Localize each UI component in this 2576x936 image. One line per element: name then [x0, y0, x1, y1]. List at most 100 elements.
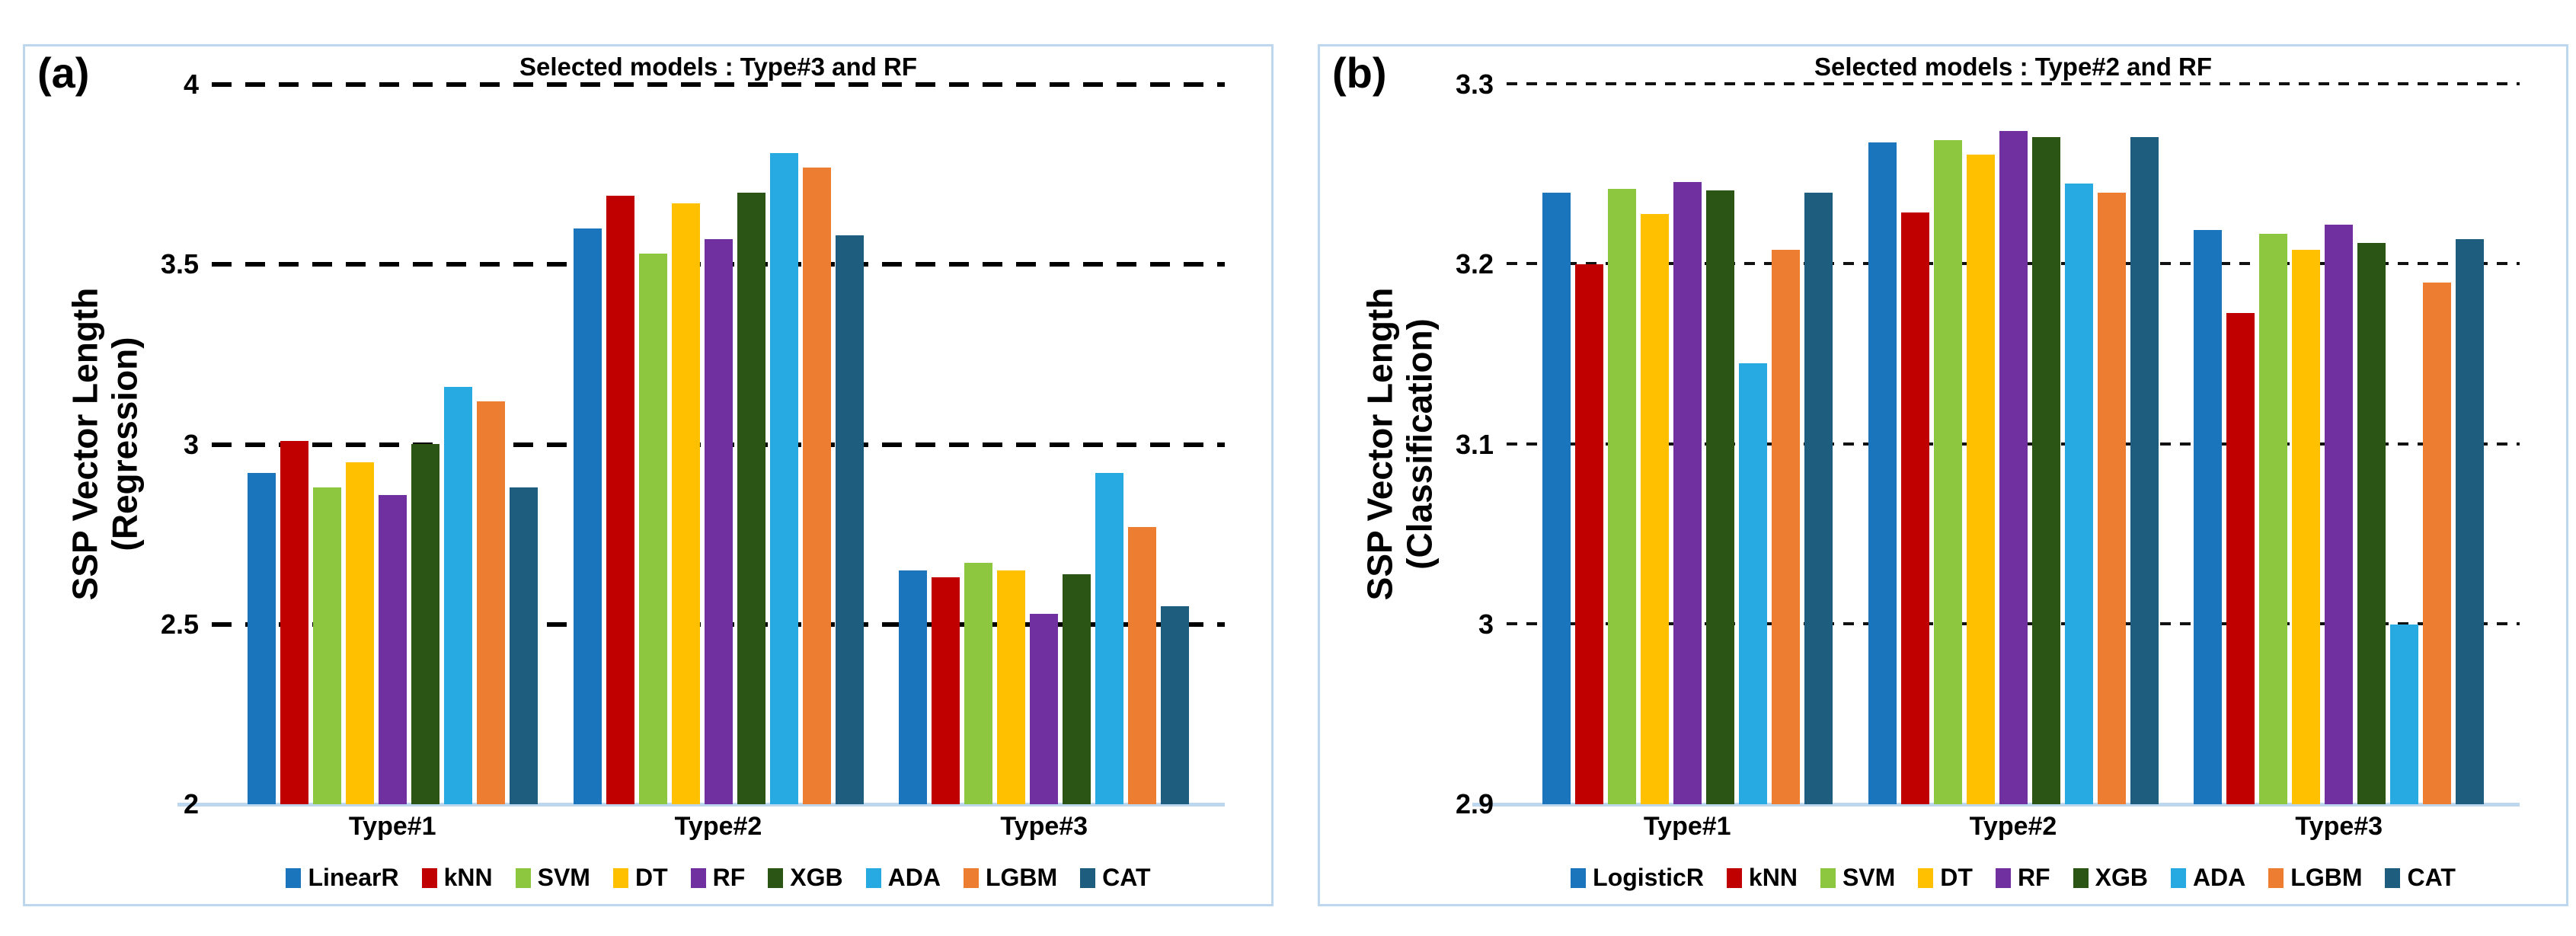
x-axis-line: [177, 803, 1225, 807]
legend-swatch-kNN: [421, 867, 437, 888]
bar-kNN-Type#2: [1900, 212, 1929, 804]
legend-item-kNN: kNN: [1726, 864, 1798, 892]
legend-label-CAT: CAT: [1102, 864, 1151, 891]
y-tick-label-3.3: 3.3: [1455, 69, 1494, 100]
y-tick-label-3: 3: [183, 428, 199, 460]
bar-RF-Type#3: [1030, 614, 1059, 804]
bar-CAT-Type#3: [2456, 239, 2485, 804]
bar-kNN-Type#2: [606, 196, 634, 804]
bar-SVM-Type#3: [964, 563, 993, 804]
bar-LogisticR-Type#1: [1542, 193, 1571, 804]
legend-swatch-SVM: [1820, 867, 1836, 888]
legend-label-kNN: kNN: [1748, 864, 1798, 891]
bar-kNN-Type#3: [932, 577, 960, 804]
legend-label-LinearR: LinearR: [308, 864, 399, 891]
y-tick-label-3.5: 3.5: [160, 248, 199, 280]
legend-swatch-DT: [612, 867, 628, 888]
legend-label-DT: DT: [634, 864, 668, 891]
chart-panel-classification: (b) Selected models : Type#2 and RF SSP …: [1318, 44, 2568, 906]
legend-swatch-ADA: [865, 867, 881, 888]
legend-label-XGB: XGB: [2095, 864, 2148, 891]
legend-swatch-CAT: [1080, 867, 1096, 888]
legend-swatch-LinearR: [286, 867, 302, 888]
legend-label-kNN: kNN: [443, 864, 493, 891]
bar-LGBM-Type#1: [1771, 250, 1800, 804]
legend-item-LGBM: LGBM: [2268, 864, 2362, 892]
legend-label-LGBM: LGBM: [985, 864, 1058, 891]
legend-item-ADA: ADA: [2170, 864, 2246, 892]
gridline-4: [212, 82, 1225, 87]
legend-label-LGBM: LGBM: [2290, 864, 2363, 891]
bar-LGBM-Type#3: [1128, 527, 1157, 804]
bar-LogisticR-Type#3: [2194, 230, 2223, 804]
bar-group-Type#3: [2194, 85, 2485, 804]
legend-item-ADA: ADA: [865, 864, 941, 892]
x-axis-category-labels: Type#1 Type#2 Type#3: [1507, 812, 2520, 842]
bar-DT-Type#1: [1640, 214, 1669, 804]
bars-layer: [212, 85, 1225, 804]
y-tick-label-3: 3: [1478, 608, 1494, 640]
legend-swatch-ADA: [2170, 867, 2186, 888]
bar-LinearR-Type#2: [573, 228, 602, 804]
bar-ADA-Type#2: [769, 153, 798, 804]
bar-XGB-Type#2: [2031, 137, 2060, 804]
y-tick-label-2: 2: [183, 788, 199, 819]
legend-item-CAT: CAT: [2385, 864, 2456, 892]
legend-item-RF: RF: [1995, 864, 2050, 892]
legend-swatch-RF: [1995, 867, 2011, 888]
bar-LinearR-Type#3: [899, 570, 928, 804]
x-category-label-Type#1: Type#1: [1643, 812, 1731, 841]
legend-label-SVM: SVM: [537, 864, 590, 891]
legend-regression: LinearR kNN SVM DT RF XGB ADA LGBM CAT: [212, 864, 1225, 892]
legend-label-RF: RF: [2017, 864, 2050, 891]
bar-RF-Type#1: [1673, 182, 1702, 804]
legend-item-DT: DT: [612, 864, 668, 892]
bar-DT-Type#2: [671, 203, 700, 804]
legend-label-LogisticR: LogisticR: [1593, 864, 1704, 891]
plot-area-regression: [177, 82, 1225, 807]
bar-LinearR-Type#1: [247, 473, 276, 804]
bar-CAT-Type#3: [1161, 606, 1190, 804]
legend-item-XGB: XGB: [768, 864, 843, 892]
bar-SVM-Type#2: [1933, 140, 1962, 804]
legend-label-RF: RF: [712, 864, 746, 891]
bar-DT-Type#3: [997, 570, 1026, 804]
y-tick-label-3.1: 3.1: [1455, 428, 1494, 460]
legend-item-SVM: SVM: [515, 864, 590, 892]
x-axis-category-labels: Type#1 Type#2 Type#3: [212, 812, 1225, 842]
y-tick-label-2.9: 2.9: [1455, 788, 1494, 819]
legend-swatch-DT: [1918, 867, 1934, 888]
x-category-label-Type#2: Type#2: [1969, 812, 2057, 841]
x-category-label-Type#1: Type#1: [348, 812, 436, 841]
legend-classification: LogisticR kNN SVM DT RF XGB ADA LGBM CAT: [1507, 864, 2520, 892]
bars-layer: [1507, 85, 2520, 804]
bar-LGBM-Type#3: [2423, 283, 2452, 804]
legend-label-DT: DT: [1940, 864, 1973, 891]
bar-ADA-Type#1: [443, 387, 472, 804]
bar-LGBM-Type#2: [802, 168, 831, 804]
legend-swatch-RF: [690, 867, 706, 888]
legend-item-LogisticR: LogisticR: [1571, 864, 1704, 892]
bar-XGB-Type#3: [1063, 574, 1091, 804]
bar-CAT-Type#2: [2130, 137, 2159, 804]
bar-LogisticR-Type#2: [1868, 142, 1897, 804]
bar-group-Type#3: [899, 85, 1190, 804]
legend-swatch-SVM: [515, 867, 531, 888]
bar-SVM-Type#1: [1607, 189, 1636, 804]
legend-item-CAT: CAT: [1080, 864, 1151, 892]
y-tick-label-2.5: 2.5: [160, 608, 199, 640]
bar-SVM-Type#3: [2259, 234, 2288, 804]
bar-DT-Type#1: [345, 462, 374, 804]
legend-swatch-CAT: [2385, 867, 2401, 888]
chart-title-regression: Selected models : Type#3 and RF: [519, 53, 918, 81]
legend-swatch-LGBM: [2268, 867, 2284, 888]
bar-kNN-Type#1: [1574, 264, 1603, 804]
bar-ADA-Type#1: [1738, 363, 1767, 804]
bar-XGB-Type#1: [1705, 190, 1734, 804]
bar-ADA-Type#2: [2064, 184, 2093, 804]
legend-label-ADA: ADA: [2192, 864, 2246, 891]
panel-label-b: (b): [1332, 49, 1387, 97]
x-category-label-Type#3: Type#3: [2295, 812, 2383, 841]
legend-item-SVM: SVM: [1820, 864, 1895, 892]
chart-title-classification: Selected models : Type#2 and RF: [1814, 53, 2213, 81]
